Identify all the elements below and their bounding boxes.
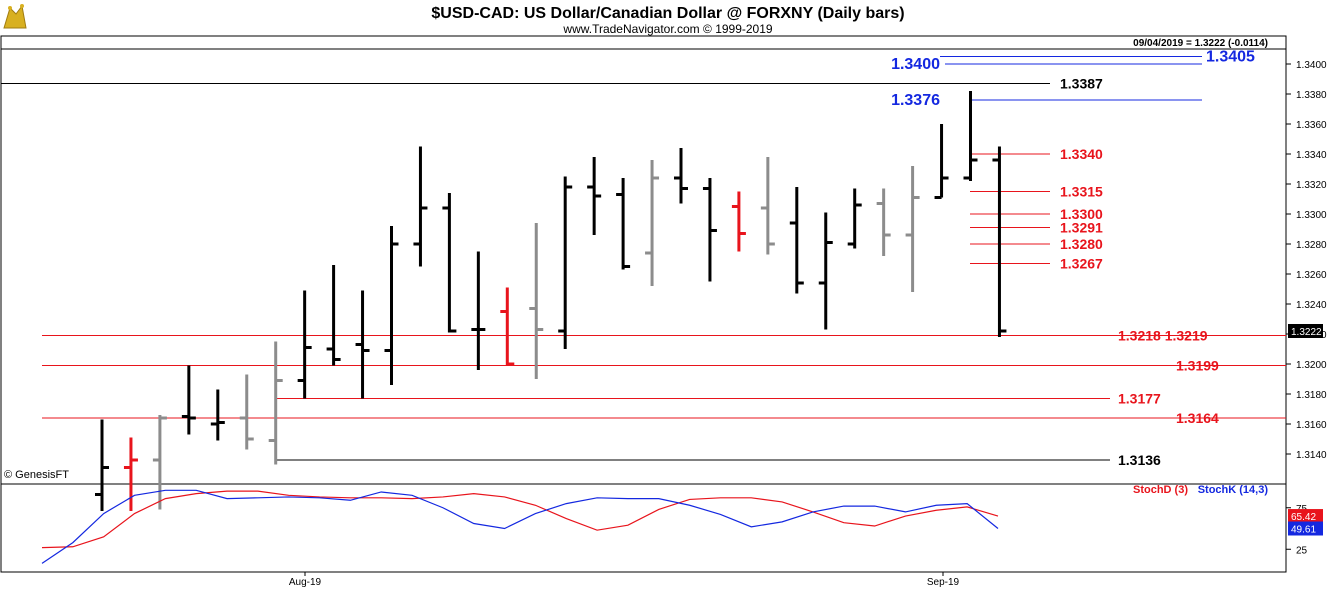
y-tick-label: 1.3200 bbox=[1296, 360, 1327, 371]
ohlc-bar bbox=[529, 223, 544, 379]
y-tick-label: 1.3300 bbox=[1296, 210, 1327, 221]
level-label: 1.3300 bbox=[1060, 206, 1103, 222]
y-tick-label: 1.3180 bbox=[1296, 390, 1327, 401]
price-bars bbox=[95, 91, 1007, 511]
ohlc-bar bbox=[616, 178, 631, 270]
ohlc-bar bbox=[355, 290, 370, 399]
ohlc-bar bbox=[992, 146, 1007, 337]
y-tick-label: 1.3340 bbox=[1296, 150, 1327, 161]
stoch-tick-label: 25 bbox=[1296, 545, 1308, 556]
level-lines: 1.3405 1.3400 1.3387 1.3376 1.3340 1.3315 1.33… bbox=[1, 49, 1286, 468]
stoch-d-last-label: 65.42 bbox=[1291, 512, 1316, 523]
ohlc-bar bbox=[645, 160, 660, 286]
ohlc-bar bbox=[152, 415, 167, 510]
y-tick-label: 1.3320 bbox=[1296, 180, 1327, 191]
ohlc-bar bbox=[326, 265, 341, 366]
ohlc-bar bbox=[297, 290, 312, 399]
x-tick-label: Sep-19 bbox=[927, 577, 960, 588]
y-tick-label: 1.3260 bbox=[1296, 270, 1327, 281]
last-price-box bbox=[1288, 324, 1323, 338]
ohlc-bar bbox=[876, 188, 891, 256]
ohlc-bar bbox=[963, 91, 978, 181]
y-tick-label: 1.3380 bbox=[1296, 90, 1327, 101]
chart-title: $USD-CAD: US Dollar/Canadian Dollar @ FO… bbox=[431, 5, 904, 22]
ohlc-bar bbox=[413, 146, 428, 267]
ohlc-bar bbox=[268, 341, 283, 465]
level-label: 1.3177 bbox=[1118, 391, 1161, 407]
ohlc-bar bbox=[210, 389, 225, 441]
y-tick-label: 1.3140 bbox=[1296, 450, 1327, 461]
stoch-d-legend: StochD (3) bbox=[1133, 484, 1188, 496]
x-tick-label: Aug-19 bbox=[289, 577, 322, 588]
y-tick-label: 1.3400 bbox=[1296, 60, 1327, 71]
stoch-k-last-box bbox=[1288, 521, 1323, 536]
ohlc-bar bbox=[384, 226, 399, 385]
stoch-d-line bbox=[41, 490, 999, 549]
ohlc-bar bbox=[558, 176, 573, 349]
ohlc-bar bbox=[731, 191, 746, 252]
ohlc-bar bbox=[123, 437, 138, 511]
ohlc-bar bbox=[500, 287, 515, 366]
level-label: 1.3340 bbox=[1060, 146, 1103, 162]
level-label: 1.3315 bbox=[1060, 184, 1103, 200]
last-price-label: 1.3222 bbox=[1291, 327, 1322, 338]
ohlc-bar bbox=[95, 419, 109, 511]
level-label: 1.3199 bbox=[1176, 358, 1219, 374]
ohlc-bar bbox=[760, 157, 775, 255]
y-tick-label: 1.3160 bbox=[1296, 420, 1327, 431]
logo-icon bbox=[3, 4, 27, 29]
stoch-k-legend: StochK (14,3) bbox=[1198, 484, 1269, 496]
level-label: 1.3291 bbox=[1060, 220, 1103, 236]
ohlc-bar bbox=[181, 365, 196, 435]
stoch-d-last-box bbox=[1288, 509, 1323, 524]
quote-readout: 09/04/2019 = 1.3222 (-0.0114) bbox=[1133, 38, 1268, 49]
ohlc-bar bbox=[674, 148, 688, 204]
ohlc-bar bbox=[587, 157, 602, 235]
price-axis: 1.3400 1.3380 1.3360 1.3340 1.3320 1.3300 1.32… bbox=[1286, 60, 1327, 461]
y-tick-label: 1.3280 bbox=[1296, 240, 1327, 251]
copyright-text: www.TradeNavigator.com © 1999-2019 bbox=[562, 22, 772, 36]
ohlc-bar bbox=[702, 178, 717, 282]
level-label: 1.3280 bbox=[1060, 236, 1103, 252]
ohlc-bar bbox=[847, 188, 862, 249]
ohlc-bar bbox=[905, 166, 920, 292]
stoch-k-last-label: 49.61 bbox=[1291, 525, 1316, 536]
ohlc-bar bbox=[442, 193, 457, 333]
y-tick-label: 1.3360 bbox=[1296, 120, 1327, 131]
watermark: © GenesisFT bbox=[4, 469, 69, 481]
ohlc-bar bbox=[789, 187, 804, 294]
ohlc-bar bbox=[239, 374, 254, 450]
stoch-k-line bbox=[41, 489, 999, 564]
level-label: 1.3136 bbox=[1118, 452, 1161, 468]
ohlc-bar bbox=[471, 251, 486, 370]
level-label: 1.3387 bbox=[1060, 76, 1103, 92]
level-label: 1.3376 bbox=[891, 92, 940, 109]
level-label: 1.3400 bbox=[891, 56, 940, 73]
level-label: 1.3405 bbox=[1206, 49, 1255, 66]
ohlc-bar bbox=[934, 124, 949, 199]
y-tick-label: 1.3240 bbox=[1296, 300, 1327, 311]
ohlc-bar bbox=[818, 212, 833, 330]
level-label: 1.3164 bbox=[1176, 410, 1219, 426]
level-label: 1.3267 bbox=[1060, 256, 1103, 272]
stochastic-panel bbox=[0, 483, 1287, 573]
level-label: 1.3218 1.3219 bbox=[1118, 328, 1208, 344]
date-axis: Aug-19 Sep-19 bbox=[289, 572, 960, 588]
